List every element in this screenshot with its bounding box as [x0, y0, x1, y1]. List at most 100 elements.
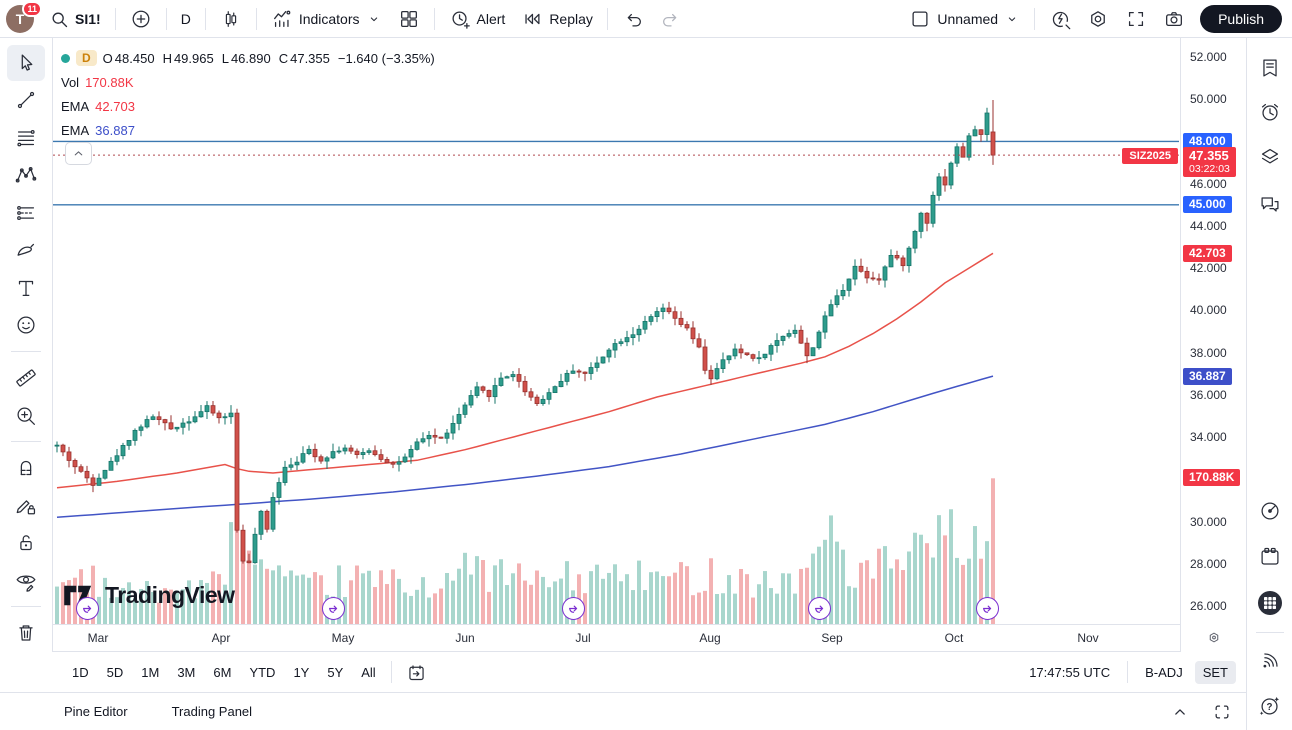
trading-panel-button[interactable]: Trading Panel — [171, 704, 253, 719]
maximize-panel-button[interactable] — [1212, 702, 1232, 722]
layout-name: Unnamed — [937, 10, 999, 27]
time-axis-month[interactable]: Apr — [211, 631, 231, 645]
range-button-1d[interactable]: 1D — [72, 664, 89, 680]
contract-rollover-marker[interactable] — [562, 597, 585, 620]
forecast-tool[interactable] — [7, 195, 45, 231]
volume-bar — [97, 596, 101, 624]
volume-bar — [409, 595, 413, 624]
emoji-tool[interactable] — [7, 308, 45, 344]
range-button-1y[interactable]: 1Y — [293, 664, 310, 680]
compare-add-symbol-button[interactable] — [123, 5, 159, 33]
volume-bar — [91, 565, 95, 624]
apps-grid-button[interactable] — [1254, 587, 1286, 619]
hide-drawings-tool[interactable] — [7, 563, 45, 599]
chats-button[interactable] — [1254, 188, 1286, 220]
layout-square-icon — [912, 10, 928, 27]
range-button-1m[interactable]: 1M — [141, 664, 160, 680]
range-button-3m[interactable]: 3M — [177, 664, 196, 680]
range-button-5y[interactable]: 5Y — [327, 664, 344, 680]
object-tree-button[interactable] — [1254, 141, 1286, 173]
time-axis-month[interactable]: Oct — [944, 631, 964, 645]
price-tick: 46.000 — [1190, 176, 1227, 191]
pine-editor-button[interactable]: Pine Editor — [64, 704, 128, 719]
candle-body — [174, 426, 180, 430]
volume-bar — [223, 584, 227, 624]
candle-body — [912, 230, 918, 249]
publish-button[interactable]: Publish — [1200, 4, 1282, 33]
price-axis[interactable]: 52.000 50.000 46.000 44.000 42.000 40.000 38.0… — [1180, 38, 1246, 652]
symbol-search-button[interactable]: SI1! — [42, 6, 108, 32]
time-axis[interactable]: Mar Apr May Jun Jul Aug Sep Oct Nov — [53, 624, 1180, 652]
text-tool[interactable] — [7, 270, 45, 306]
lock-drawings-tool[interactable] — [7, 525, 45, 561]
alert-button[interactable]: Alert — [442, 5, 513, 33]
time-axis-month[interactable]: Sep — [821, 631, 843, 645]
time-axis-month[interactable]: Aug — [699, 631, 721, 645]
xabcd-pattern-tool[interactable] — [7, 158, 45, 194]
ema-slow-legend-row[interactable]: EMA 36.887 — [61, 118, 437, 142]
quick-search-button[interactable] — [1042, 5, 1078, 33]
fullscreen-button[interactable] — [1118, 5, 1154, 33]
clock-utc[interactable]: 17:47:55 UTC — [1029, 664, 1111, 680]
remove-drawings-tool[interactable] — [7, 615, 45, 651]
time-axis-month[interactable]: Jul — [575, 631, 591, 645]
time-axis-month[interactable]: Mar — [87, 631, 109, 645]
calendar-button[interactable] — [1254, 541, 1286, 573]
user-menu-button[interactable]: T 11 — [6, 0, 42, 33]
ideas-stream-button[interactable] — [1254, 645, 1286, 677]
candle-body — [294, 461, 300, 466]
contract-rollover-marker[interactable] — [808, 597, 831, 620]
candle-body — [456, 413, 462, 424]
candle-body — [396, 461, 402, 465]
price-axis-settings-button[interactable] — [1206, 630, 1221, 648]
measure-tool[interactable] — [7, 360, 45, 396]
adjustment-toggle[interactable]: B-ADJ — [1145, 664, 1183, 680]
brush-tool[interactable] — [7, 233, 45, 269]
symbol-legend-row[interactable]: D O 48.450 H 49.965 L 46.890 C 47.355 −1.640 (−3… — [61, 46, 437, 70]
layout-select-button[interactable]: Unnamed — [902, 5, 1027, 33]
candle-body — [360, 452, 366, 455]
candle-body — [132, 429, 138, 441]
trend-line-tool[interactable] — [7, 83, 45, 119]
go-to-date-button[interactable] — [399, 659, 434, 686]
time-axis-month[interactable]: Jun — [455, 631, 475, 645]
legend-collapse-button[interactable] — [65, 142, 92, 165]
redo-button[interactable] — [653, 5, 689, 33]
chart-style-button[interactable] — [213, 5, 249, 33]
indicators-button[interactable]: Indicators — [264, 5, 389, 33]
chart-canvas[interactable]: D O 48.450 H 49.965 L 46.890 C 47.355 −1.640 (−3… — [53, 38, 1180, 624]
magnet-tool[interactable] — [7, 450, 45, 486]
fib-retracement-tool[interactable] — [7, 120, 45, 156]
volume-bar — [559, 578, 563, 624]
time-axis-month[interactable]: May — [331, 631, 355, 645]
interval-button[interactable]: D — [174, 8, 198, 30]
help-button[interactable]: ? — [1254, 690, 1286, 722]
screener-button[interactable] — [1254, 495, 1286, 527]
candle-body — [354, 450, 360, 455]
range-button-6m[interactable]: 6M — [213, 664, 232, 680]
replay-button[interactable]: Replay — [514, 5, 600, 33]
indicator-templates-button[interactable] — [391, 5, 427, 33]
undo-button[interactable] — [615, 5, 651, 33]
ema-fast-legend-row[interactable]: EMA 42.703 — [61, 94, 437, 118]
range-button-all[interactable]: All — [361, 664, 376, 680]
screenshot-button[interactable] — [1156, 5, 1192, 33]
watchlist-button[interactable] — [1254, 52, 1286, 84]
contract-rollover-marker[interactable] — [322, 597, 345, 620]
zoom-in-tool[interactable] — [7, 398, 45, 434]
settings-button[interactable] — [1080, 5, 1116, 33]
alerts-button[interactable] — [1254, 96, 1286, 128]
range-button-5d[interactable]: 5D — [106, 664, 124, 680]
time-axis-month[interactable]: Nov — [1077, 631, 1099, 645]
cursor-tool[interactable] — [7, 45, 45, 81]
contract-rollover-marker[interactable] — [76, 597, 99, 620]
drawing-sync-tool[interactable] — [7, 488, 45, 524]
range-button-ytd[interactable]: YTD — [249, 664, 276, 680]
volume-bar — [985, 541, 989, 624]
settlement-toggle[interactable]: SET — [1194, 660, 1236, 684]
candle-body — [906, 247, 912, 267]
candle-body — [402, 456, 408, 463]
expand-panel-button[interactable] — [1170, 702, 1190, 722]
volume-legend-row[interactable]: Vol 170.88K — [61, 70, 437, 94]
contract-rollover-marker[interactable] — [976, 597, 999, 620]
